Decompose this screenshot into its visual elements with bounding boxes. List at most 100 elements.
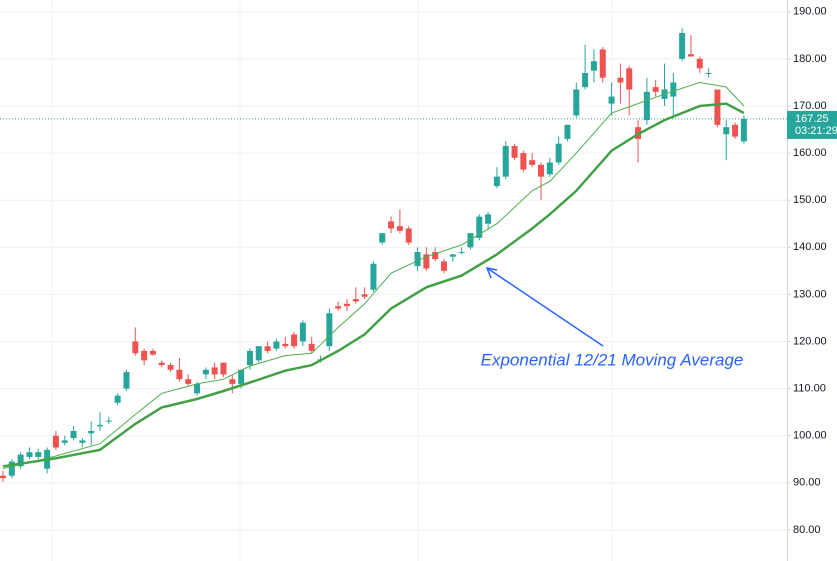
candle-body <box>582 73 589 88</box>
candle-body <box>599 49 606 78</box>
candle-body <box>158 362 165 366</box>
y-tick-label: 190.00 <box>793 6 827 18</box>
candle-body <box>264 346 271 351</box>
candle-body <box>670 82 677 97</box>
candle-body <box>449 254 456 257</box>
candle-body <box>555 143 562 163</box>
plot <box>0 28 787 482</box>
candle-body <box>529 160 536 165</box>
candle-body <box>132 341 139 354</box>
candle-body <box>608 96 615 104</box>
candle-body <box>687 54 694 57</box>
candle-body <box>705 73 712 75</box>
candle-body <box>97 424 104 427</box>
candle-body <box>211 367 218 375</box>
candle-body <box>573 89 580 116</box>
candle-body <box>26 452 33 457</box>
candle-body <box>176 369 183 380</box>
candle-body <box>352 299 359 302</box>
candle-body <box>546 162 553 175</box>
candle-body <box>52 435 59 448</box>
y-tick-label: 180.00 <box>793 53 827 65</box>
axis-labels: 80.00 90.00 100.00 110.00 120.00 130.00 140.00… <box>787 6 837 536</box>
candle-body <box>441 261 447 271</box>
arrow-head <box>485 266 498 279</box>
candle-body <box>538 164 545 177</box>
candle-body <box>432 252 439 260</box>
candle-body <box>476 216 483 238</box>
candle-body <box>238 369 245 384</box>
candle-body <box>493 176 500 187</box>
candle-body <box>343 303 350 307</box>
y-tick-label: 110.00 <box>793 383 826 395</box>
candle-body <box>502 146 509 177</box>
candle-body <box>8 461 15 476</box>
candle-body <box>617 77 624 83</box>
ema-line <box>2 81 745 470</box>
candle-body <box>679 32 686 59</box>
candle-body <box>17 454 24 467</box>
y-tick-label: 160.00 <box>793 147 827 159</box>
y-tick-label: 140.00 <box>793 241 827 253</box>
candle-body <box>114 395 121 403</box>
candle-body <box>652 87 659 92</box>
candle-body <box>511 146 518 158</box>
candle-body <box>194 383 201 394</box>
candle-body <box>388 221 395 229</box>
candle-body <box>79 440 86 443</box>
candle-body <box>361 294 368 297</box>
candle-body <box>70 430 77 439</box>
candle-body <box>485 214 492 224</box>
candle-body <box>88 430 95 434</box>
candle-body <box>696 58 703 69</box>
candle-body <box>643 91 650 121</box>
candle-body <box>282 343 289 347</box>
candle-body <box>149 350 156 355</box>
y-tick-label: 90.00 <box>793 477 821 489</box>
candle-body <box>291 334 298 347</box>
candle-body <box>123 372 130 389</box>
y-tick-label: 100.00 <box>793 430 827 442</box>
candle-body <box>458 252 465 254</box>
candle-body <box>202 369 209 375</box>
candle-body <box>326 313 333 347</box>
y-tick-label: 170.00 <box>793 100 827 112</box>
candle-body <box>299 322 306 342</box>
candle-body <box>414 252 421 267</box>
y-tick-label: 80.00 <box>793 524 821 536</box>
candle-body <box>732 124 739 137</box>
candle-body <box>167 365 174 370</box>
candle-body <box>335 306 342 309</box>
candle-body <box>370 263 377 290</box>
annotation: Exponential 12/21 Moving Average <box>481 350 744 369</box>
y-tick-label: 120.00 <box>793 335 827 347</box>
candle-body <box>723 127 730 135</box>
y-tick-label: 150.00 <box>793 194 827 206</box>
candle-body <box>273 341 280 349</box>
y-tick-label: 130.00 <box>793 288 827 300</box>
candle-body <box>220 362 227 375</box>
candle-body <box>423 254 430 269</box>
candle-body <box>229 379 236 384</box>
candle-body <box>467 233 474 248</box>
candle-body <box>185 379 192 384</box>
candle-body <box>405 228 412 243</box>
candle-body <box>520 153 527 170</box>
grid <box>0 11 787 531</box>
candle-body <box>246 350 253 366</box>
candle-body <box>61 440 68 443</box>
candle-body <box>308 343 315 351</box>
candle-body <box>396 226 403 231</box>
price-axis <box>787 0 837 561</box>
candle-body <box>590 61 597 71</box>
candle-body <box>626 68 633 90</box>
last-price-box <box>787 110 837 139</box>
candle-body <box>35 452 42 457</box>
candle-body <box>564 124 571 139</box>
candle-body <box>255 346 262 361</box>
candle-body <box>379 233 386 243</box>
candle-body <box>141 350 148 361</box>
candle-body <box>105 420 112 422</box>
annotation-arrow <box>486 267 604 347</box>
